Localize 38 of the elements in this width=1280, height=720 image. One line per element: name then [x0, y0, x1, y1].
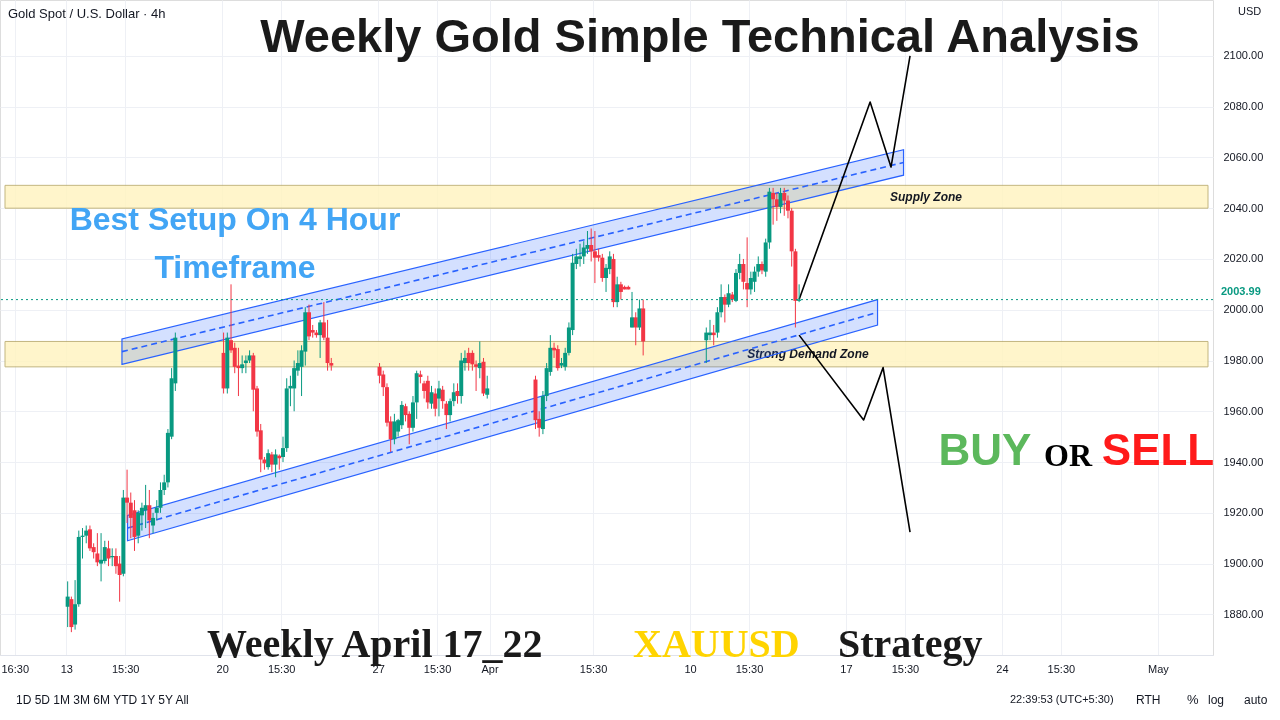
x-tick-label: 15:30 — [267, 662, 296, 675]
annotation: OR — [1044, 437, 1093, 473]
band-label: Supply Zone — [890, 189, 963, 204]
y-tick-label: 2040.00 — [1223, 201, 1264, 214]
text: auto — [1244, 693, 1268, 707]
x-tick-label: Apr — [481, 662, 499, 675]
x-tick-label: 15:30 — [111, 662, 140, 675]
text: % — [1187, 692, 1199, 707]
x-tick-label: May — [1147, 662, 1170, 675]
y-tick-label: 1940.00 — [1223, 455, 1264, 468]
y-tick-label: 2020.00 — [1223, 252, 1264, 265]
y-tick-label: 1980.00 — [1223, 354, 1264, 366]
x-tick-label: 15:30 — [423, 662, 452, 675]
y-tick-label: 1920.00 — [1223, 506, 1264, 519]
y-tick-label: 2060.00 — [1223, 150, 1264, 163]
text: 1D 5D 1M 3M 6M YTD 1Y 5Y All — [16, 693, 189, 707]
annotation: BUY — [938, 425, 1032, 474]
x-tick-label: 13 — [60, 662, 73, 675]
y-tick-label: 2080.00 — [1223, 100, 1264, 113]
text: 22:39:53 (UTC+5:30) — [1010, 693, 1114, 705]
y-tick-label: 1900.00 — [1223, 557, 1264, 570]
text: log — [1208, 693, 1225, 707]
y-tick-label: 2000.00 — [1223, 303, 1264, 316]
annotation: Gold Spot / U.S. Dollar · 4h — [8, 6, 166, 21]
text: USD — [1238, 5, 1262, 17]
y-tick-label: 2100.00 — [1223, 49, 1264, 62]
text: RTH — [1136, 693, 1161, 707]
annotation: Best Setup On 4 Hour Timeframe — [69, 201, 401, 285]
x-tick-label: 24 — [996, 662, 1009, 675]
annotation: SELL — [1101, 425, 1215, 474]
ref-line-label: 2003.99 — [1221, 284, 1261, 297]
y-tick-label: 1960.00 — [1223, 404, 1264, 417]
x-tick-label: 16:30 — [1, 662, 30, 675]
y-tick-label: 1880.00 — [1223, 607, 1264, 620]
x-tick-label: 20 — [216, 662, 229, 675]
x-tick-label: 15:30 — [579, 662, 608, 675]
chart-title: Weekly Gold Simple Technical Analysis — [260, 9, 1140, 62]
x-tick-label: 15:30 — [1047, 662, 1076, 675]
